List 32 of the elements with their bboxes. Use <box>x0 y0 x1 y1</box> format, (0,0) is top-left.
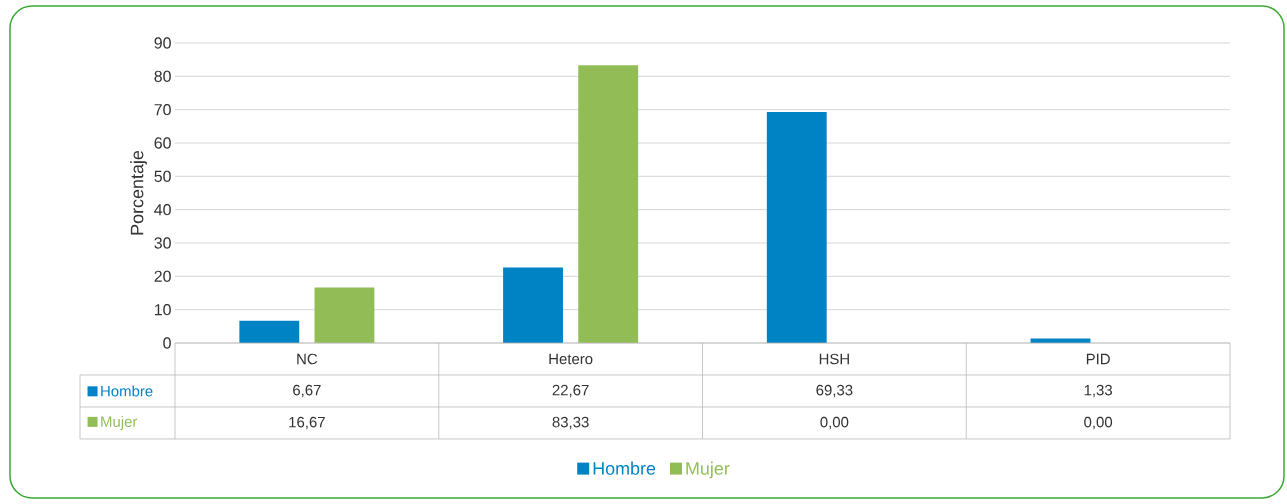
text: Hombre <box>593 461 656 475</box>
data-label: 0,00 <box>820 416 849 430</box>
legend-label: Mujer <box>686 461 730 479</box>
data-label: 1,33 <box>1084 384 1113 398</box>
y-tick-label: 30 <box>154 237 171 249</box>
bar <box>766 111 827 343</box>
data-label: 69,33 <box>816 384 853 398</box>
y-tick-label: 80 <box>154 70 171 82</box>
text: Mujer <box>101 416 138 430</box>
bar <box>239 320 300 343</box>
x-tick-label: Hetero <box>549 353 593 365</box>
y-tick-label: 60 <box>154 137 171 149</box>
y-tick-label: 40 <box>154 204 171 216</box>
y-tick-label: 50 <box>154 170 171 182</box>
bar <box>314 287 375 343</box>
data-label: 22,67 <box>552 384 589 398</box>
y-tick-label: 10 <box>154 304 171 316</box>
data-label: 0,00 <box>1084 416 1113 430</box>
x-tick-label: HSH <box>819 353 849 365</box>
y-tick-label: 90 <box>154 37 171 49</box>
data-label: 16,67 <box>289 416 325 430</box>
y-tick-label: 0 <box>163 337 171 349</box>
x-tick-label: NC <box>297 353 318 365</box>
legend-label: Hombre <box>101 385 153 397</box>
bar <box>503 267 563 343</box>
x-tick-label: PID <box>1086 353 1110 365</box>
y-tick-label: 70 <box>154 104 171 116</box>
y-tick-label: 20 <box>154 270 171 282</box>
data-label: 83,33 <box>552 416 589 430</box>
data-label: 6,67 <box>293 384 321 398</box>
y-axis-title: Porcentaje <box>130 150 147 235</box>
bar <box>578 65 639 343</box>
